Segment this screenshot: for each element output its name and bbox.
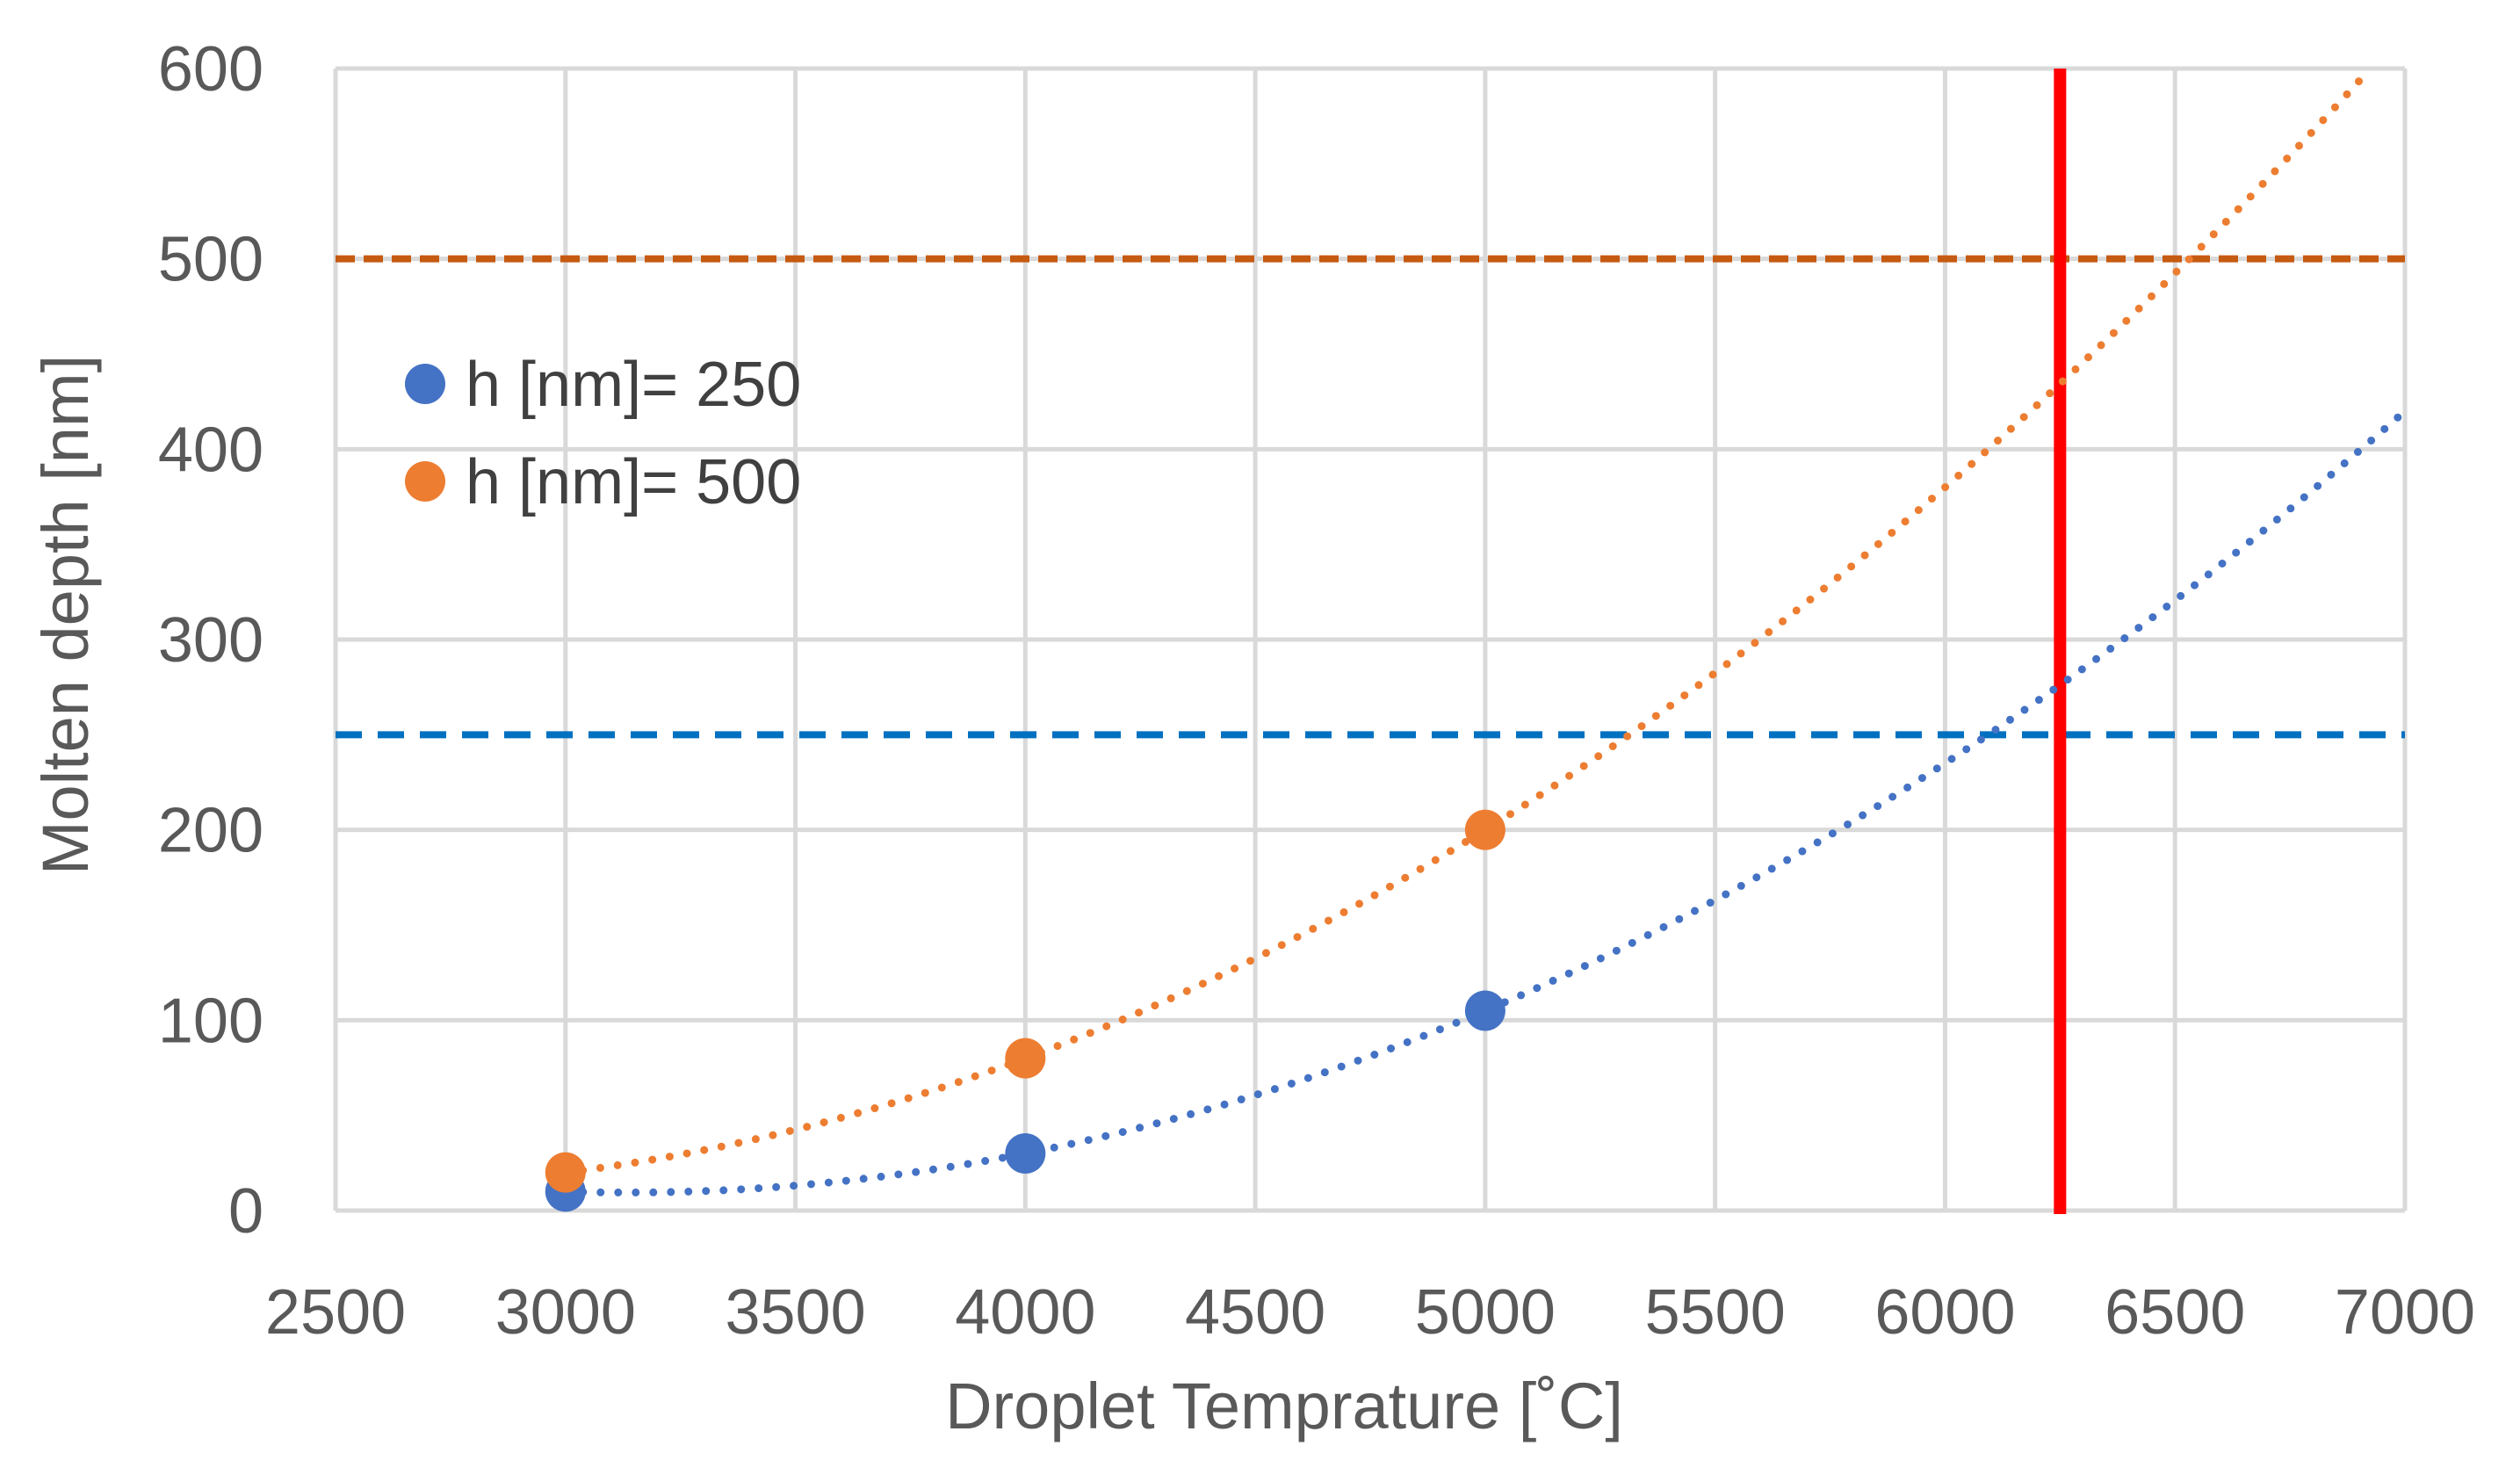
x-tick-label-3: 4000 <box>955 1277 1095 1348</box>
x-tick-label-1: 3000 <box>495 1277 636 1348</box>
data-markers <box>545 809 1506 1212</box>
y-tick-label-0: 0 <box>228 1176 264 1247</box>
x-tick-label-4: 4500 <box>1185 1277 1325 1348</box>
x-tick-label-7: 6000 <box>1874 1277 2015 1348</box>
data-point-series-2-1 <box>1005 1037 1046 1079</box>
grid <box>333 66 2408 1213</box>
x-tick-label-8: 6500 <box>2105 1277 2245 1348</box>
x-tick-label-9: 7000 <box>2335 1277 2475 1348</box>
legend-label-series-2: h [nm]= 500 <box>466 447 801 517</box>
legend-marker-series-2 <box>405 461 445 502</box>
data-point-series-2-0 <box>545 1152 586 1193</box>
x-tick-label-6: 5500 <box>1645 1277 1786 1348</box>
y-tick-label-1: 100 <box>158 986 264 1056</box>
y-tick-label-2: 200 <box>158 796 264 866</box>
y-tick-label-5: 500 <box>158 225 264 295</box>
data-point-series-1-2 <box>1464 990 1506 1031</box>
x-tick-label-0: 2500 <box>265 1277 406 1348</box>
reference-lines <box>336 69 2405 1214</box>
x-tick-labels: 2500 3000 3500 4000 4500 5000 5500 6000 6500 7000 <box>265 1277 2475 1348</box>
y-tick-label-6: 600 <box>158 34 264 105</box>
trendline-series-2 <box>561 67 2372 1177</box>
x-tick-label-5: 5000 <box>1415 1277 1556 1348</box>
data-point-series-1-1 <box>1005 1133 1046 1174</box>
y-tick-labels: 0 100 200 300 400 500 600 <box>158 34 264 1247</box>
legend-marker-series-1 <box>405 364 445 404</box>
legend: h [nm]= 250 h [nm]= 500 <box>405 350 801 517</box>
y-axis-title: Molten depth [nm] <box>29 355 102 875</box>
y-tick-label-4: 400 <box>158 415 264 485</box>
x-tick-label-2: 3500 <box>725 1277 865 1348</box>
legend-label-series-1: h [nm]= 250 <box>466 350 801 420</box>
data-point-series-2-2 <box>1464 809 1506 850</box>
x-axis-title: Droplet Temprature [˚C] <box>945 1370 1623 1442</box>
y-tick-label-3: 300 <box>158 605 264 676</box>
